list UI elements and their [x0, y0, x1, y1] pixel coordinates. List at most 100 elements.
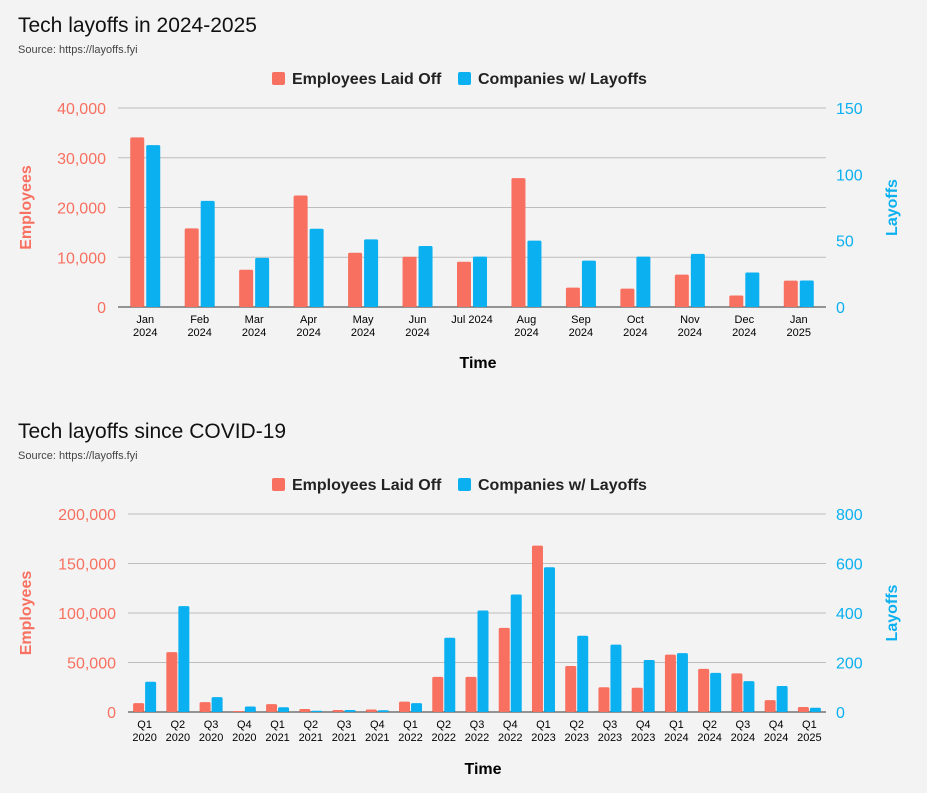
x-tick-label: Q2	[303, 719, 318, 731]
bar-companies	[418, 245, 433, 307]
legend-label-companies: Companies w/ Layoffs	[478, 71, 647, 88]
bar-employees	[130, 137, 145, 307]
y-tick-left: 0	[107, 705, 116, 722]
x-tick-label: Jun	[409, 314, 427, 326]
x-tick-label: 2024	[732, 327, 756, 339]
y-tick-right: 400	[836, 606, 863, 623]
x-tick-label: 2021	[365, 732, 389, 744]
bar-companies	[676, 653, 688, 712]
bar-employees	[266, 704, 278, 712]
bar-employees	[498, 627, 510, 712]
bar-employees	[698, 668, 710, 712]
bar-companies	[211, 697, 223, 712]
legend-label-employees: Employees Laid Off	[292, 71, 442, 88]
x-tick-label: 2020	[199, 732, 223, 744]
x-tick-label: Q2	[702, 719, 717, 731]
x-tick-label: Q4	[636, 719, 651, 731]
bar-employees	[465, 676, 477, 712]
x-tick-label: Q3	[736, 719, 751, 731]
bar-employees	[531, 545, 543, 712]
y-tick-right: 150	[836, 101, 863, 118]
chart-plot: 0 50,000 100,000 150,000 200,000 0 200 400 600 80…	[18, 477, 901, 778]
x-tick-label: Q1	[802, 719, 817, 731]
bar-employees	[664, 654, 676, 712]
x-tick-label: Q4	[237, 719, 252, 731]
bar-companies	[473, 256, 487, 307]
y-axis-title-right: Layoffs	[884, 179, 901, 236]
x-tick-label: Sep	[571, 314, 591, 326]
x-tick-label: 2020	[232, 732, 256, 744]
x-tick-label: 2025	[797, 732, 821, 744]
bar-companies	[743, 681, 755, 712]
chart-source: Source: https://layoffs.fyi	[18, 44, 138, 56]
bar-employees	[598, 687, 610, 712]
x-tick-label: Q3	[470, 719, 485, 731]
bar-companies	[309, 228, 324, 307]
bar-companies	[244, 706, 256, 712]
x-tick-label: 2024	[623, 327, 647, 339]
x-tick-label: 2024	[731, 732, 755, 744]
y-tick-right: 200	[836, 656, 863, 673]
bar-employees	[797, 707, 809, 712]
bar-companies	[610, 644, 622, 712]
x-tick-label: 2024	[764, 732, 788, 744]
x-tick-label: 2022	[398, 732, 422, 744]
y-axis-title-left: Employees	[18, 571, 35, 656]
bar-companies	[527, 240, 542, 307]
bar-companies	[581, 260, 596, 307]
bar-companies	[411, 703, 423, 712]
x-tick-label: 2023	[598, 732, 622, 744]
y-tick-left: 50,000	[67, 656, 116, 673]
bar-employees	[565, 287, 580, 307]
legend-label-companies: Companies w/ Layoffs	[478, 477, 647, 494]
y-tick-left: 150,000	[58, 557, 116, 574]
chart-title: Tech layoffs since COVID-19	[18, 420, 287, 443]
bar-employees	[365, 709, 377, 712]
x-tick-label: 2024	[664, 732, 688, 744]
y-tick-left: 20,000	[57, 201, 106, 218]
x-tick-label: Q4	[503, 719, 518, 731]
x-tick-label: Dec	[735, 314, 755, 326]
bar-companies	[311, 710, 323, 712]
bar-employees	[783, 280, 798, 307]
y-tick-left: 0	[97, 300, 106, 317]
x-tick-label: 2020	[166, 732, 190, 744]
x-tick-label: Q1	[137, 719, 152, 731]
x-tick-label: 2024	[242, 327, 266, 339]
bar-companies	[364, 239, 379, 307]
y-tick-left: 40,000	[57, 101, 106, 118]
y-tick-left: 10,000	[57, 250, 106, 267]
bar-employees	[199, 702, 211, 712]
bar-companies	[710, 672, 722, 712]
bar-employees	[184, 228, 199, 307]
bar-companies	[745, 272, 760, 307]
bar-companies	[690, 253, 705, 307]
bar-employees	[166, 652, 178, 712]
x-tick-label: 2024	[296, 327, 320, 339]
x-tick-label: Apr	[300, 314, 317, 326]
bar-employees	[239, 269, 254, 307]
legend-swatch-companies	[458, 478, 471, 491]
bar-companies	[145, 681, 157, 712]
x-tick-label: 2022	[465, 732, 489, 744]
x-tick-label: May	[353, 314, 374, 326]
chart-since-covid: Tech layoffs since COVID-19 Source: http…	[0, 406, 927, 793]
x-tick-label: Q3	[204, 719, 219, 731]
x-tick-label: 2021	[299, 732, 323, 744]
x-tick-label: 2024	[351, 327, 375, 339]
bar-companies	[444, 637, 456, 712]
x-tick-label: 2024	[697, 732, 721, 744]
chart-2024-2025: Tech layoffs in 2024-2025 Source: https:…	[18, 14, 901, 372]
bar-employees	[631, 687, 643, 712]
bar-companies	[278, 707, 290, 712]
y-tick-left: 200,000	[58, 507, 116, 524]
bar-companies	[776, 686, 788, 712]
y-tick-right: 50	[836, 234, 854, 251]
bar-employees	[293, 195, 308, 307]
bar-employees	[731, 673, 743, 712]
bar-companies	[799, 280, 814, 307]
chart-plot: 0 10,000 20,000 30,000 40,000 0 50 100 150 Employ…	[18, 71, 901, 372]
x-tick-label: 2022	[432, 732, 456, 744]
bar-employees	[232, 711, 244, 712]
bar-companies	[543, 567, 555, 712]
